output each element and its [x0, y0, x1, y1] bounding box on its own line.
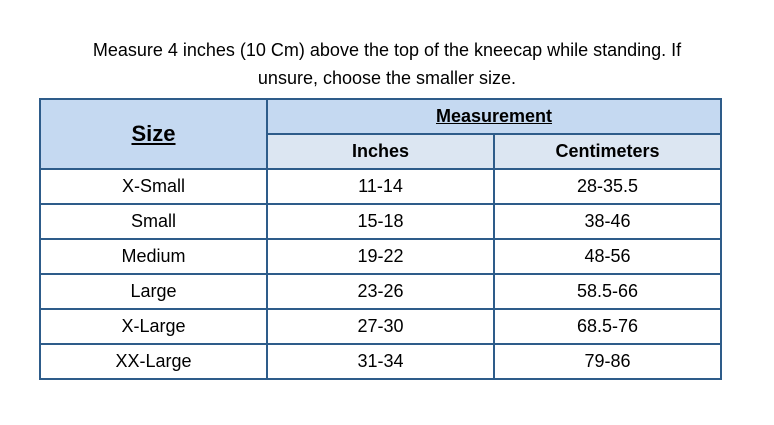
measure-cell: 38-46 — [492, 203, 723, 240]
table-row: Medium 19-22 48-56 — [39, 238, 723, 275]
measure-cell: 15-18 — [266, 203, 495, 240]
header-group: Measurement — [265, 98, 723, 135]
measure-cell: 79-86 — [492, 343, 723, 380]
measure-cell: 23-26 — [266, 273, 495, 310]
measure-cell: 31-34 — [266, 343, 495, 380]
measure-cell: 58.5-66 — [492, 273, 723, 310]
table-row: XX-Large 31-34 79-86 — [39, 343, 723, 380]
header-column: Centimeters — [492, 133, 723, 170]
measure-cell: 19-22 — [266, 238, 495, 275]
header-column: Inches — [266, 133, 495, 170]
table-row: Small 15-18 38-46 — [39, 203, 723, 240]
caption-line: unsure, choose the smaller size. — [257, 68, 517, 88]
size-cell: X-Large — [39, 308, 268, 345]
table-body: X-Small 11-14 28-35.5 Small 15-18 38-46 Medium… — [39, 168, 723, 380]
size-cell: XX-Large — [39, 343, 268, 380]
caption-line: Measure 4 inches (10 Cm) above the top o… — [92, 40, 682, 60]
measure-cell: 68.5-76 — [492, 308, 723, 345]
size-cell: Large — [39, 273, 268, 310]
table-row: Large 23-26 58.5-66 — [39, 273, 723, 310]
table-row: X-Small 11-14 28-35.5 — [39, 168, 723, 205]
size-table: Size Measurement Inches Centimeters X-Sm… — [39, 98, 723, 380]
measure-cell: 48-56 — [492, 238, 723, 275]
measure-cell: 27-30 — [266, 308, 495, 345]
size-cell: Small — [39, 203, 268, 240]
size-cell: Medium — [39, 238, 268, 275]
size-cell: X-Small — [39, 168, 268, 205]
header-size: Size — [39, 98, 268, 170]
measure-cell: 28-35.5 — [492, 168, 723, 205]
table-row: X-Large 27-30 68.5-76 — [39, 308, 723, 345]
measure-cell: 11-14 — [266, 168, 495, 205]
caption: Measure 4 inches (10 Cm) above the top o… — [0, 36, 774, 92]
